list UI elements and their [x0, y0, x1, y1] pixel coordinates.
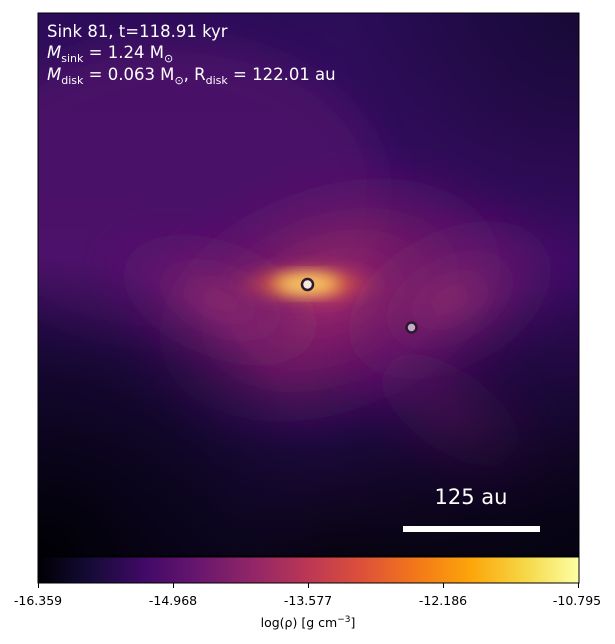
sink-mass-line: Msink = 1.24 M⊙ — [47, 43, 173, 65]
scalebar-label: 125 au — [435, 485, 508, 509]
colorbar-tick-label: -16.359 — [14, 593, 62, 608]
scalebar — [403, 526, 540, 532]
secondary-sink-marker — [405, 321, 418, 334]
colorbar-tick-label: -10.795 — [553, 593, 601, 608]
colorbar-tick-label: -13.577 — [284, 593, 332, 608]
colorbar-tick-label: -14.968 — [149, 593, 197, 608]
colorbar-label: log(ρ) [g cm−3] — [261, 615, 356, 630]
primary-sink-marker — [300, 277, 315, 292]
sink-info-line1: Sink 81, t=118.91 kyr — [47, 22, 228, 41]
colorbar-tick-label: -12.186 — [419, 593, 467, 608]
colorbar-ticks — [38, 583, 579, 588]
disk-properties-line: Mdisk = 0.063 M⊙, Rdisk = 122.01 au — [47, 65, 336, 87]
colorbar — [37, 556, 580, 584]
